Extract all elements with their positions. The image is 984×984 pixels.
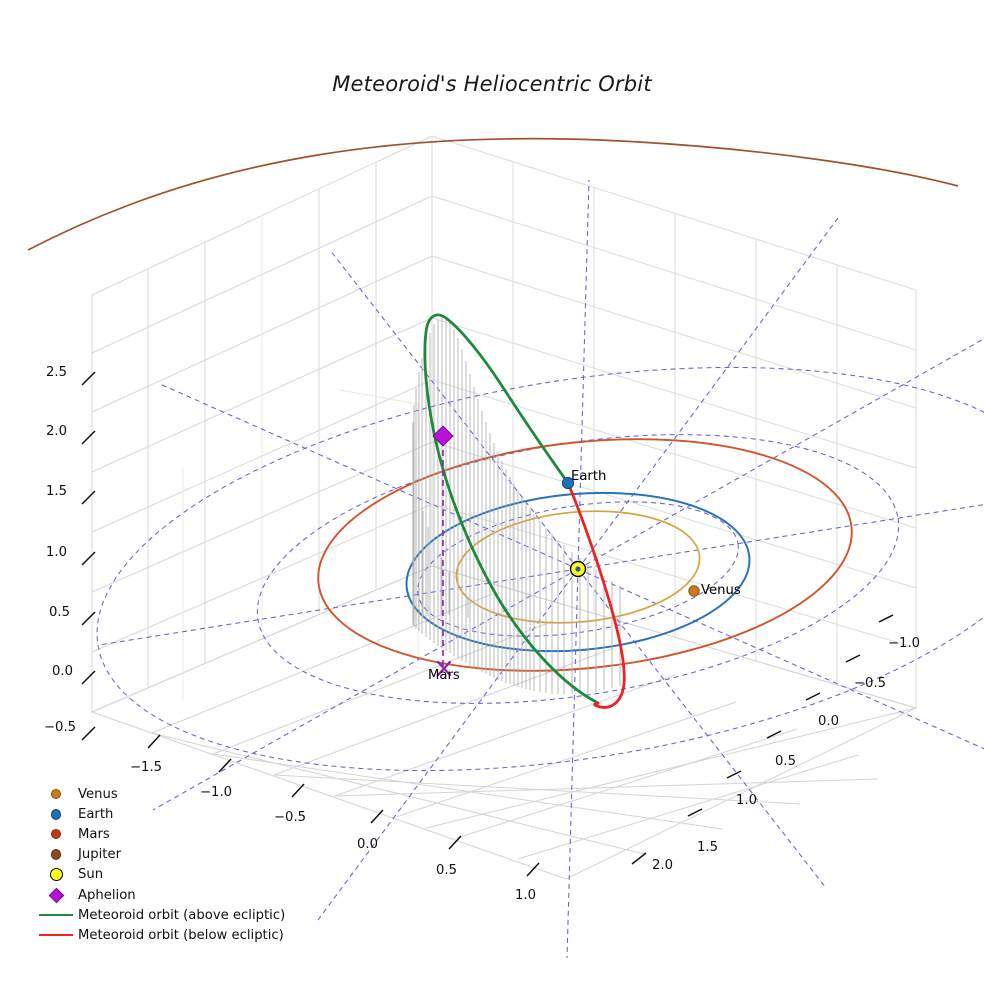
- meteoroid-orbit-below-ecliptic: [566, 481, 626, 709]
- legend-label: Earth: [78, 806, 114, 822]
- mars-dot-icon: [34, 824, 78, 844]
- venus-orbit: [455, 510, 701, 624]
- x-tick: 1.0: [515, 888, 536, 903]
- z-axis-ticks: [81, 371, 96, 741]
- legend-label: Aphelion: [78, 887, 136, 903]
- mars-marker: [436, 660, 452, 677]
- legend-label: Venus: [78, 786, 118, 802]
- earth-marker: [561, 476, 575, 490]
- red-line-icon: [34, 925, 78, 945]
- aphelion-marker: [432, 425, 454, 447]
- venus-marker: [688, 585, 700, 597]
- x-tick: 0.0: [357, 837, 378, 852]
- legend: Venus Earth Mars Jupiter Sun: [34, 784, 296, 946]
- meteoroid-green-arc: [423, 313, 600, 705]
- z-tick: 0.0: [52, 664, 73, 679]
- legend-item-mars: Mars: [34, 824, 296, 844]
- x-tick: 0.5: [436, 863, 457, 878]
- y-tick: 0.0: [818, 714, 839, 729]
- venus-dot-icon: [34, 784, 78, 804]
- z-tick: 2.5: [46, 365, 67, 380]
- mars-orbit: [317, 438, 853, 672]
- z-tick: 2.0: [46, 424, 67, 439]
- legend-label: Mars: [78, 826, 110, 842]
- legend-item-meteoroid-below: Meteoroid orbit (below ecliptic): [34, 925, 296, 945]
- legend-item-aphelion: Aphelion: [34, 885, 296, 905]
- x-axis-ticks: [147, 734, 647, 877]
- z-tick: 1.0: [46, 545, 67, 560]
- jupiter-dot-icon: [34, 845, 78, 865]
- legend-item-meteoroid-above: Meteoroid orbit (above ecliptic): [34, 905, 296, 925]
- pane-inner-edges: [182, 217, 419, 700]
- sun-marker: [569, 560, 587, 578]
- x-tick: −0.5: [274, 810, 307, 825]
- green-line-icon: [34, 905, 78, 925]
- sun-dot-icon: [34, 865, 78, 885]
- annotation-earth: Earth: [571, 469, 607, 484]
- aphelion-diamond-icon: [34, 885, 78, 905]
- z-tick: 0.5: [49, 605, 70, 620]
- earth-dot-icon: [34, 804, 78, 824]
- y-tick: −1.0: [888, 636, 921, 651]
- y-axis-ticks: [687, 614, 894, 817]
- legend-item-venus: Venus: [34, 784, 296, 804]
- z-tick: 1.5: [46, 484, 67, 499]
- page-title: Meteoroid's Heliocentric Orbit: [332, 72, 652, 96]
- y-tick: −0.5: [854, 676, 887, 691]
- legend-item-jupiter: Jupiter: [34, 845, 296, 865]
- annotation-venus: Venus: [701, 583, 741, 598]
- legend-label: Sun: [78, 867, 104, 883]
- y-tick: 1.0: [736, 793, 757, 808]
- legend-item-earth: Earth: [34, 804, 296, 824]
- meteoroid-droplines: [412, 317, 621, 694]
- annotation-mars: Mars: [428, 668, 460, 683]
- z-tick: −0.5: [44, 720, 77, 735]
- pane-grid-floor: [90, 565, 918, 880]
- x-tick: −1.0: [200, 785, 233, 800]
- jupiter-orbit: [27, 137, 959, 251]
- x-tick: −1.5: [130, 760, 163, 775]
- y-tick: 1.5: [697, 840, 718, 855]
- y-tick: 0.5: [775, 754, 796, 769]
- legend-label: Meteoroid orbit (below ecliptic): [78, 927, 284, 943]
- legend-label: Jupiter: [78, 847, 121, 863]
- pane-grid-back-right: [431, 135, 917, 709]
- legend-item-sun: Sun: [34, 865, 296, 885]
- x-tick: 2.0: [652, 858, 673, 873]
- legend-label: Meteoroid orbit (above ecliptic): [78, 907, 286, 923]
